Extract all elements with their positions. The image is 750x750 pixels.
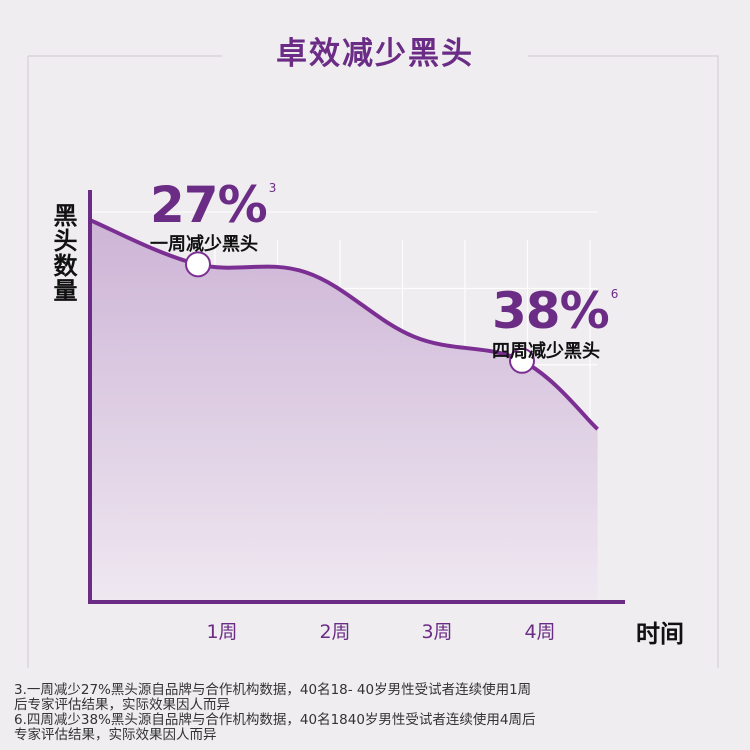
callout-value-week1: 27% 3 <box>150 176 277 234</box>
x-axis-label: 时间 <box>636 620 684 648</box>
callout-label-week4: 四周减少黑头 <box>492 341 600 362</box>
x-tick-week3: 3周 <box>421 621 453 643</box>
area-fill <box>90 220 598 602</box>
footnote-line-3: 6.四周减少38%黑头源自品牌与合作机构数据，40名1840岁男性受试者连续使用… <box>14 712 536 728</box>
chart-title: 卓效减少黑头 <box>276 36 474 72</box>
footnote-line-4: 专家评估结果，实际效果因人而异 <box>14 727 217 743</box>
data-point-marker-2 <box>509 347 535 374</box>
footnote-line-2: 后专家评估结果，实际效果因人而异 <box>14 697 230 713</box>
footnote-line-1: 3.一周减少27%黑头源自品牌与合作机构数据，40名18- 40岁男性受试者连续… <box>14 682 532 698</box>
footnote-mark-3: 3 <box>268 181 277 195</box>
frame-border <box>27 55 719 668</box>
axes <box>88 190 625 604</box>
x-tick-week1: 1周 <box>206 621 238 643</box>
x-tick-week2: 2周 <box>319 621 351 643</box>
data-point-marker-1 <box>185 251 211 278</box>
callout-value-week4: 38% 6 <box>492 282 619 340</box>
footnote-mark-6: 6 <box>610 287 619 301</box>
x-tick-week4: 4周 <box>524 621 556 643</box>
callout-label-week1: 一周减少黑头 <box>150 234 258 255</box>
y-axis-label: 黑头数量 <box>49 203 77 303</box>
